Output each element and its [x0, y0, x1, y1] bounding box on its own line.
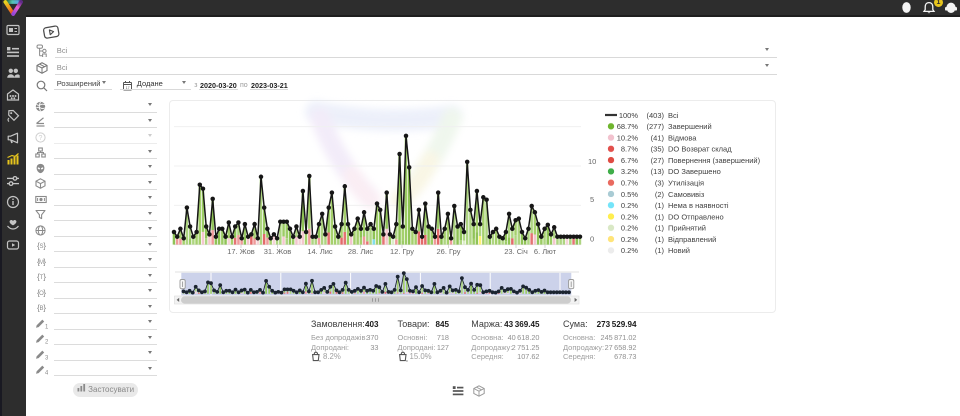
svg-text:DO Возврат склад: DO Возврат склад [668, 145, 732, 154]
svg-text:Прийнятий: Прийнятий [668, 224, 706, 233]
svg-text:?: ? [39, 134, 43, 141]
svg-text:26. Гру: 26. Гру [437, 247, 461, 256]
svg-text:28. Лис: 28. Лис [348, 247, 374, 256]
svg-text:O: O [39, 291, 44, 297]
svg-text:Нема в наявності: Нема в наявності [668, 201, 729, 210]
svg-text:x: x [319, 359, 321, 362]
svg-text:T: T [40, 275, 44, 281]
svg-text:5: 5 [590, 195, 594, 204]
svg-text:}: } [43, 303, 46, 313]
svg-text:10.2%: 10.2% [617, 133, 639, 142]
svg-text:B: B [39, 306, 43, 312]
svg-text:8.7%: 8.7% [621, 145, 638, 154]
svg-text:(3): (3) [655, 179, 665, 188]
svg-text:{: { [37, 256, 40, 266]
svg-text:}: } [43, 241, 46, 251]
svg-text:68.7%: 68.7% [617, 122, 639, 131]
svg-text:(1): (1) [655, 246, 665, 255]
svg-text:14. Лис: 14. Лис [307, 247, 333, 256]
svg-text:12. Гру: 12. Гру [390, 247, 414, 256]
svg-text:S: S [39, 244, 43, 250]
svg-text:(13): (13) [651, 167, 665, 176]
svg-text:}: } [43, 287, 46, 297]
svg-text:31. Жов: 31. Жов [264, 247, 292, 256]
svg-text:Завершений: Завершений [668, 122, 712, 131]
svg-text:1: 1 [45, 324, 48, 329]
svg-text:0.2%: 0.2% [621, 246, 638, 255]
svg-text:Всі: Всі [668, 111, 679, 120]
svg-text:(1): (1) [655, 201, 665, 210]
svg-text:6.7%: 6.7% [621, 156, 638, 165]
svg-text:0.2%: 0.2% [621, 224, 638, 233]
svg-text:3: 3 [45, 355, 48, 360]
svg-text:Відправлений: Відправлений [668, 235, 716, 244]
svg-text:17. Жов: 17. Жов [227, 247, 255, 256]
svg-text:DO Завершено: DO Завершено [668, 167, 721, 176]
svg-text:0.2%: 0.2% [621, 201, 638, 210]
svg-text:(2): (2) [655, 190, 665, 199]
svg-text:DO Отправлено: DO Отправлено [668, 212, 724, 221]
svg-text:0: 0 [590, 235, 594, 244]
svg-text:(1): (1) [655, 212, 665, 221]
svg-text:2: 2 [45, 340, 48, 345]
svg-text:{: { [37, 272, 40, 282]
svg-text:(403): (403) [646, 111, 664, 120]
svg-text:{: { [37, 303, 40, 313]
svg-text:0.2%: 0.2% [621, 235, 638, 244]
svg-text:4: 4 [45, 371, 48, 376]
svg-text:}: } [43, 256, 46, 266]
svg-text:Новий: Новий [668, 246, 690, 255]
svg-text:6. Лют: 6. Лют [534, 247, 557, 256]
svg-text:}: } [43, 272, 46, 282]
svg-text:0.2%: 0.2% [621, 212, 638, 221]
svg-text:(41): (41) [651, 133, 665, 142]
svg-text:{: { [37, 287, 40, 297]
svg-text:(277): (277) [646, 122, 664, 131]
svg-text:17: 17 [125, 86, 129, 90]
svg-text:{: { [37, 241, 40, 251]
svg-text:M: M [39, 260, 44, 266]
svg-text:Повернення (завершений): Повернення (завершений) [668, 156, 761, 165]
svg-text:(1): (1) [655, 224, 665, 233]
svg-text:(27): (27) [651, 156, 665, 165]
svg-text:100%: 100% [619, 111, 639, 120]
svg-text:0.7%: 0.7% [621, 179, 638, 188]
svg-text:0.5%: 0.5% [621, 190, 638, 199]
svg-text:Самовивіз: Самовивіз [668, 190, 705, 199]
svg-text:(1): (1) [655, 235, 665, 244]
svg-text:23. Січ: 23. Січ [504, 247, 528, 256]
svg-text:Утилізація: Утилізація [668, 179, 704, 188]
svg-text:Відмова: Відмова [668, 133, 697, 142]
svg-text:x: x [406, 359, 408, 362]
svg-text:10: 10 [588, 157, 596, 166]
svg-text:(35): (35) [651, 145, 665, 154]
svg-text:3.2%: 3.2% [621, 167, 638, 176]
